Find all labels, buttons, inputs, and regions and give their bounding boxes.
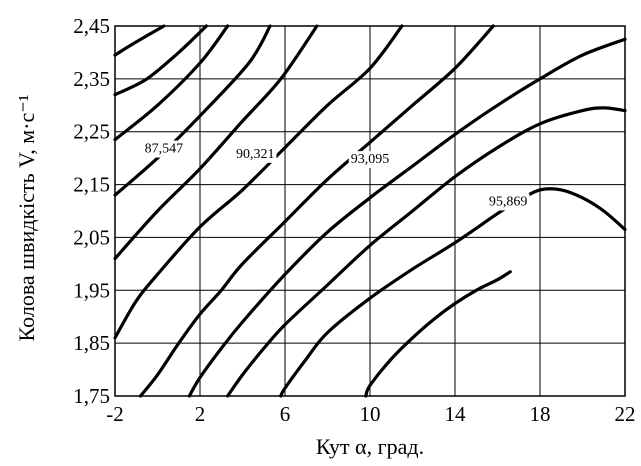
grid [114, 25, 626, 397]
contour-line [113, 24, 230, 142]
contour-line [279, 187, 627, 398]
y-tick-label: 1,85 [73, 331, 110, 355]
contour-line [113, 24, 404, 340]
x-tick-label: 10 [360, 402, 381, 426]
contour-line [113, 24, 208, 97]
x-tick-labels: -2 2 6 10 14 18 22 [106, 402, 635, 426]
contour-lines [113, 24, 627, 398]
x-tick-label: -2 [106, 402, 124, 426]
y-tick-labels: 1,75 1,85 1,95 2,05 2,15 2,25 2,35 2,45 [73, 14, 110, 408]
x-tick-label: 14 [445, 402, 467, 426]
contour-line [138, 24, 495, 398]
x-tick-label: 6 [280, 402, 291, 426]
contour-labels: 87,547 90,321 93,095 95,869 [142, 140, 530, 211]
plot-frame [114, 25, 626, 397]
x-axis-title: Кут α, град. [316, 434, 424, 459]
x-tick-label: 22 [615, 402, 636, 426]
x-tick-label: 18 [530, 402, 551, 426]
contour-label-background [486, 193, 530, 211]
contour-label-background [348, 151, 392, 169]
y-tick-label: 2,45 [73, 14, 110, 38]
y-tick-label: 2,05 [73, 225, 110, 249]
y-tick-label: 2,15 [73, 173, 110, 197]
contour-line [113, 24, 319, 261]
contour-label-background [142, 140, 186, 158]
y-axis-title: Колова швидкість V, м·с⁻¹ [14, 95, 39, 342]
contour-line [113, 24, 272, 197]
y-tick-label: 1,95 [73, 278, 110, 302]
contour-label: 93,095 [351, 152, 390, 167]
x-tick-label: 2 [195, 402, 206, 426]
y-tick-label: 2,35 [73, 67, 110, 91]
contour-label: 90,321 [236, 147, 275, 162]
contour-label: 95,869 [489, 194, 528, 209]
y-tick-label: 1,75 [73, 384, 110, 408]
contour-line [113, 24, 166, 57]
contour-label-background [234, 145, 277, 163]
contour-line [187, 37, 627, 398]
y-tick-label: 2,25 [73, 120, 110, 144]
contour-label: 87,547 [145, 142, 184, 157]
contour-line [226, 106, 627, 398]
contour-line [364, 270, 512, 398]
